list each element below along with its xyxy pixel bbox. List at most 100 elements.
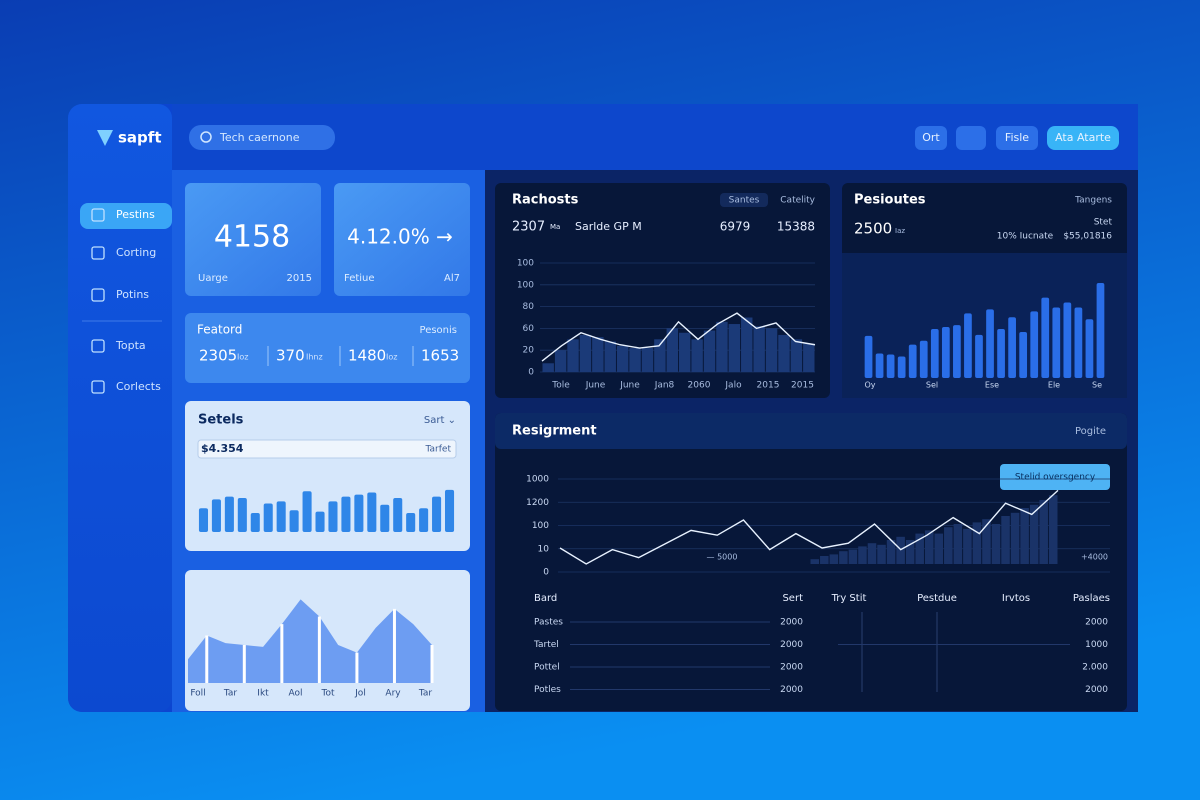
bar	[986, 309, 994, 378]
card-title: Featord	[197, 323, 242, 337]
bar	[380, 504, 390, 532]
logo: sapft	[118, 129, 161, 147]
tooltip	[1000, 464, 1110, 490]
button[interactable]	[915, 126, 947, 150]
bar	[579, 334, 592, 372]
bar	[753, 326, 765, 372]
bar	[1052, 307, 1061, 378]
panel-title: Pesioutes	[854, 193, 926, 208]
bar	[972, 522, 982, 564]
stat-card	[185, 183, 321, 296]
y-axis-label: 20	[523, 346, 535, 356]
x-tick-label: 2015	[791, 381, 814, 391]
x-tick-label: Sel	[926, 381, 938, 390]
stat-value: 1480	[348, 347, 386, 365]
area	[188, 599, 432, 683]
nav-item: Corlects	[116, 380, 161, 393]
stat-value: 2305	[199, 347, 237, 365]
bar	[1029, 504, 1039, 564]
tab-label: Tangens	[1074, 196, 1112, 206]
bar	[1039, 500, 1048, 564]
stat: 10% Iucnate	[997, 232, 1054, 242]
y-axis-label: 60	[523, 324, 535, 334]
stat-note: 2015	[287, 273, 312, 284]
stat-label: Fetiue	[344, 273, 375, 284]
logo-icon	[97, 130, 113, 146]
button-primary[interactable]	[1047, 126, 1119, 150]
bar	[875, 353, 884, 378]
x-tick-label: Tar	[223, 689, 238, 699]
bar	[839, 551, 848, 564]
bar	[289, 510, 299, 532]
button-label: Fisle	[1005, 131, 1029, 144]
card-title: Setels	[198, 413, 244, 428]
bar	[886, 540, 896, 564]
stat: 2307	[512, 220, 545, 235]
x-tick-label: Foll	[190, 689, 205, 699]
bar	[944, 527, 953, 564]
y-axis-label: 0	[528, 368, 534, 378]
search-placeholder: Tech caernone	[219, 131, 300, 144]
table-cell: Pottel	[534, 663, 560, 673]
stat-card	[334, 183, 470, 296]
table-cell: 1000	[1085, 640, 1108, 650]
bar	[765, 328, 778, 372]
nav-item: Potins	[116, 288, 149, 301]
marker-label: +4000	[1081, 553, 1108, 562]
tab-label: Santes	[729, 196, 760, 206]
stat: Sarlde GP M	[575, 220, 642, 233]
stat-value: 4158	[214, 220, 290, 255]
table-cell: 2000	[1085, 618, 1108, 628]
bar	[432, 496, 442, 532]
line	[559, 489, 1059, 565]
y-axis-label: 100	[517, 280, 534, 290]
bar	[991, 524, 1001, 564]
bar	[941, 327, 950, 378]
x-tick-label: Oy	[864, 381, 875, 390]
bar	[616, 345, 629, 372]
bar	[367, 492, 377, 532]
table-cell: 2000	[780, 618, 803, 628]
table-header: Bard	[534, 593, 557, 604]
stat-note: Al7	[444, 273, 460, 284]
stat: 15388	[777, 220, 815, 234]
bar	[276, 501, 286, 532]
table-cell: 2000	[780, 685, 803, 695]
bar	[263, 503, 273, 532]
button-label: Ort	[922, 131, 940, 144]
bar	[224, 496, 234, 532]
bar	[567, 339, 579, 372]
y-axis-label: 0	[543, 568, 549, 578]
line	[541, 312, 816, 362]
bar	[997, 329, 1005, 378]
amount: $4.354	[201, 442, 244, 455]
nav-icon	[91, 208, 105, 222]
nav-icon	[91, 246, 105, 260]
bar	[829, 554, 839, 564]
y-axis-label: 1200	[526, 498, 549, 508]
stat-value: 2500	[854, 220, 892, 238]
bar	[897, 356, 906, 378]
bar	[964, 313, 972, 378]
stat: Ma	[550, 223, 560, 231]
bar	[328, 501, 338, 532]
x-tick-label: 2060	[688, 381, 711, 391]
bar	[1001, 516, 1010, 564]
stat-unit: Ihnz	[306, 353, 323, 362]
x-tick-label: Tole	[551, 381, 570, 391]
icon-button[interactable]	[956, 126, 986, 150]
tab[interactable]	[720, 193, 768, 207]
y-axis-label: 100	[517, 259, 534, 269]
y-axis-label: 80	[523, 302, 535, 312]
bar	[864, 335, 873, 378]
bar	[1019, 331, 1028, 378]
bar	[1041, 297, 1050, 378]
stat-value: 1653	[421, 347, 459, 365]
search-box[interactable]	[189, 125, 335, 150]
button[interactable]	[996, 126, 1038, 150]
bar	[604, 341, 616, 372]
bar	[1085, 319, 1094, 378]
filter: Sart ⌄	[424, 415, 456, 426]
